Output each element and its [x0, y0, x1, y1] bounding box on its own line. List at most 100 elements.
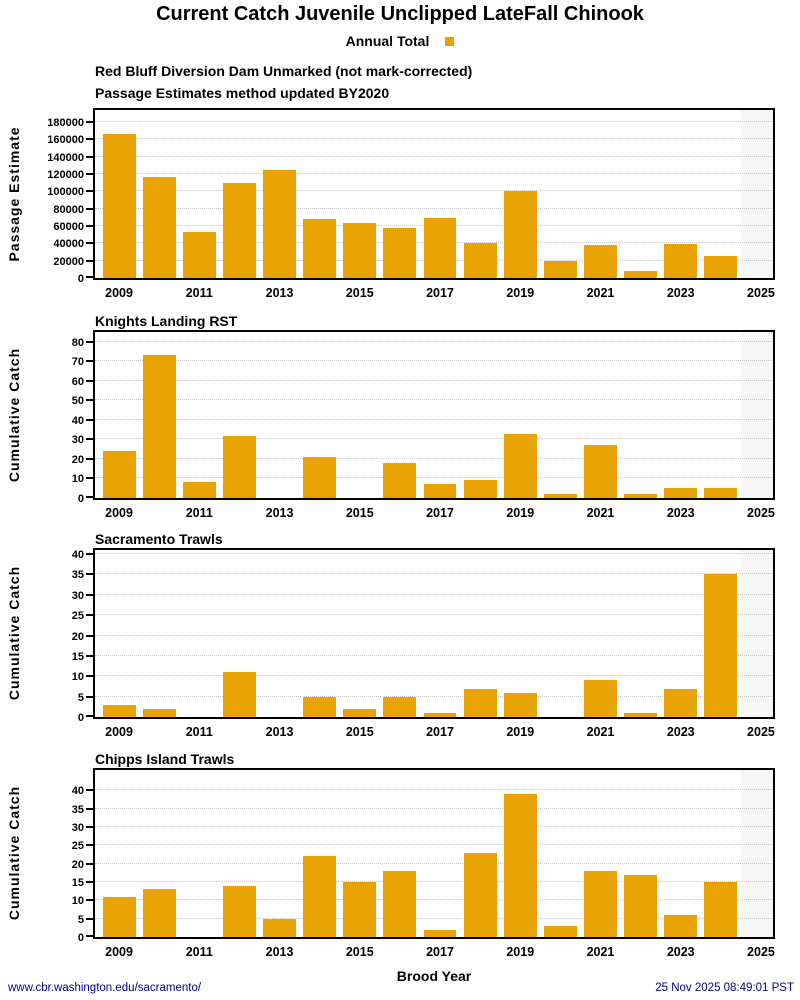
x-tick-label: 2025: [747, 725, 775, 739]
x-tick-label: 2015: [345, 945, 374, 959]
bar-2022: [624, 712, 658, 717]
gridline: [95, 573, 773, 575]
y-tick-label: 30: [71, 434, 84, 447]
y-tick-label: 5: [77, 691, 84, 704]
gridline: [95, 190, 773, 192]
y-tick-mark: [86, 844, 93, 847]
gridline: [95, 807, 773, 809]
bar-2020: [543, 260, 577, 278]
y-tick-label: 10: [71, 895, 84, 908]
y-tick-mark: [86, 553, 93, 556]
chart4-title: Chipps Island Trawls: [95, 751, 235, 767]
bar-2024: [704, 881, 738, 937]
chart1-subtitle-line1: Red Bluff Diversion Dam Unmarked (not ma…: [95, 63, 473, 79]
x-tick-label: 2025: [747, 945, 775, 959]
x-tick-label: 2017: [426, 286, 454, 300]
gridline: [95, 825, 773, 827]
bar-2014: [303, 219, 337, 278]
x-tick-label: 2019: [506, 945, 535, 959]
x-tick-label: 2013: [265, 506, 294, 520]
bar-2009: [102, 134, 136, 278]
y-tick-label: 180000: [47, 117, 84, 130]
bar-2023: [664, 688, 698, 717]
y-tick-label: 20: [71, 858, 84, 871]
bar-2021: [584, 245, 617, 278]
bar-2019: [503, 793, 537, 937]
y-tick-mark: [86, 438, 93, 441]
gridline: [95, 360, 773, 362]
bar-2009: [102, 704, 136, 717]
y-tick-mark: [86, 825, 93, 828]
y-tick-mark: [86, 477, 93, 480]
bar-2017: [423, 929, 457, 937]
y-tick-label: 80000: [53, 203, 84, 216]
bar-2015: [343, 881, 377, 937]
future-period-band: [740, 110, 773, 278]
bar-2020: [543, 926, 577, 937]
y-tick-label: 20: [71, 630, 84, 643]
y-tick-label: 0: [77, 712, 84, 724]
bar-2019: [503, 692, 537, 717]
y-tick-mark: [86, 593, 93, 596]
gridline: [95, 340, 773, 342]
x-tick-label: 2023: [666, 286, 695, 300]
bar-2014: [303, 696, 337, 717]
gridline: [95, 880, 773, 882]
page-title: Current Catch Juvenile Unclipped LateFal…: [156, 3, 644, 25]
y-tick-mark: [86, 675, 93, 678]
x-tick-label: 2019: [506, 725, 535, 739]
y-tick-mark: [86, 225, 93, 228]
x-tick-label: 2019: [506, 286, 535, 300]
y-tick-label: 0: [77, 493, 84, 505]
chart4-y-axis-label: Cumulative Catch: [6, 785, 22, 921]
y-tick-label: 50: [71, 395, 84, 408]
bar-2010: [142, 889, 176, 937]
y-tick-mark: [86, 935, 93, 937]
gridline: [95, 477, 773, 479]
chart3-y-axis-label: Cumulative Catch: [6, 565, 22, 701]
x-tick-label: 2015: [345, 286, 374, 300]
bar-2011: [182, 232, 216, 278]
bar-2010: [142, 355, 176, 498]
bar-2023: [664, 914, 698, 937]
y-tick-label: 60: [71, 375, 84, 388]
bar-2012: [222, 435, 256, 498]
y-tick-label: 120000: [47, 169, 84, 182]
bar-2019: [503, 433, 537, 498]
x-tick-label: 2023: [666, 725, 695, 739]
y-tick-label: 20: [71, 453, 84, 466]
y-tick-label: 40: [71, 414, 84, 427]
gridline: [95, 173, 773, 175]
gridline: [95, 138, 773, 140]
gridline: [95, 862, 773, 864]
gridline: [95, 789, 773, 791]
y-tick-label: 20000: [53, 255, 84, 268]
footer-url: www.cbr.washington.edu/sacramento/: [8, 982, 202, 994]
y-tick-mark: [86, 340, 93, 343]
bar-2013: [263, 169, 296, 278]
bar-2014: [303, 457, 337, 498]
bar-2018: [463, 688, 497, 717]
bar-2017: [423, 712, 457, 717]
bar-2011: [182, 482, 216, 498]
bar-2014: [303, 856, 337, 937]
x-tick-label: 2019: [506, 506, 535, 520]
bar-2018: [463, 242, 497, 278]
gridline: [95, 634, 773, 636]
x-axis-label: Brood Year: [396, 968, 472, 984]
y-tick-mark: [86, 418, 93, 421]
x-tick-label: 2013: [265, 945, 294, 959]
legend-label: Annual Total: [345, 33, 430, 49]
bar-2010: [142, 708, 176, 717]
gridline: [95, 379, 773, 381]
chart2-title: Knights Landing RST: [95, 313, 238, 329]
y-tick-mark: [86, 207, 93, 210]
x-tick-label: 2017: [426, 725, 454, 739]
bar-2022: [624, 874, 658, 937]
future-period-band: [740, 770, 773, 937]
bar-2023: [664, 488, 698, 498]
x-tick-label: 2021: [586, 286, 615, 300]
bar-2016: [383, 227, 417, 278]
x-tick-label: 2021: [586, 506, 615, 520]
y-tick-mark: [86, 276, 93, 278]
